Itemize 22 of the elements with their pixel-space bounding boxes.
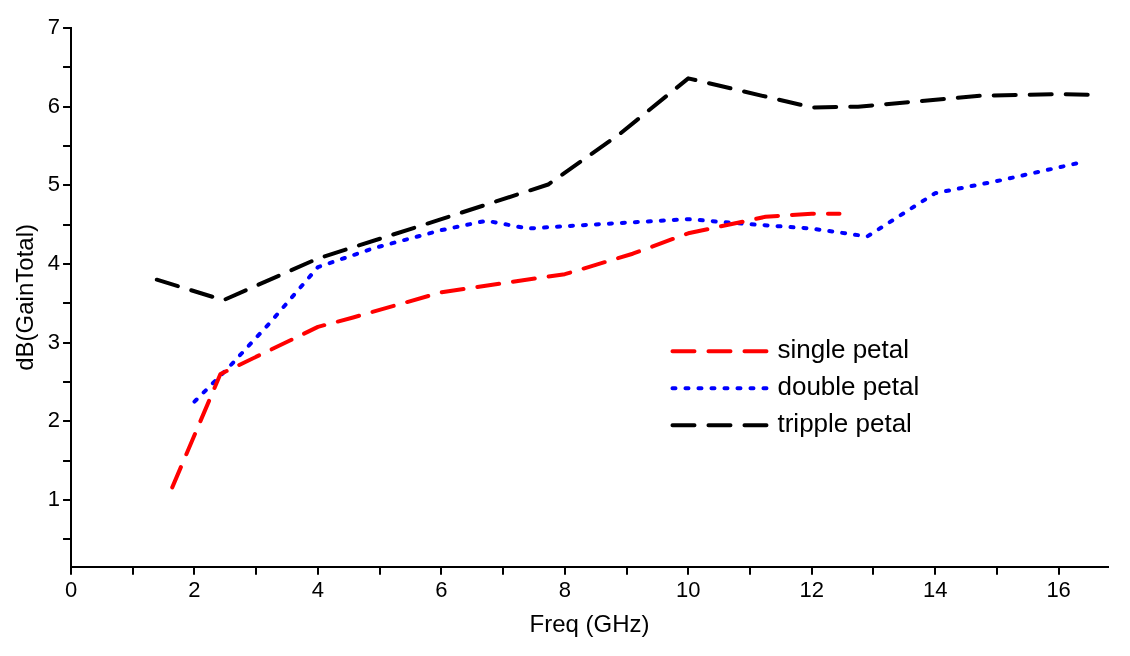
x-tick-label: 14 xyxy=(922,577,948,603)
y-tick-label: 2 xyxy=(47,407,61,433)
x-axis-title: Freq (GHz) xyxy=(529,610,650,638)
y-tick-label: 3 xyxy=(47,328,61,354)
legend-label: single petal xyxy=(777,334,910,365)
x-tick-label: 10 xyxy=(676,577,701,603)
x-tick-label: 4 xyxy=(311,577,325,603)
y-tick-label: 4 xyxy=(47,250,61,276)
y-tick-label: 5 xyxy=(47,171,61,197)
x-tick-label: 12 xyxy=(799,577,824,603)
y-tick-label: 1 xyxy=(47,486,61,511)
legend-label: double petal xyxy=(777,371,920,402)
legend-label: tripple petal xyxy=(777,408,912,439)
y-axis-title: dB(GainTotal) xyxy=(11,224,39,371)
x-tick-label: 2 xyxy=(188,577,201,603)
x-tick-label: 6 xyxy=(435,577,448,603)
x-tick-label: 8 xyxy=(558,577,571,603)
x-tick-label: 16 xyxy=(1046,577,1071,603)
line-series xyxy=(192,161,1080,404)
y-tick-label: 7 xyxy=(47,14,61,40)
y-tick-label: 6 xyxy=(47,92,61,118)
x-tick-label: 0 xyxy=(64,577,78,603)
